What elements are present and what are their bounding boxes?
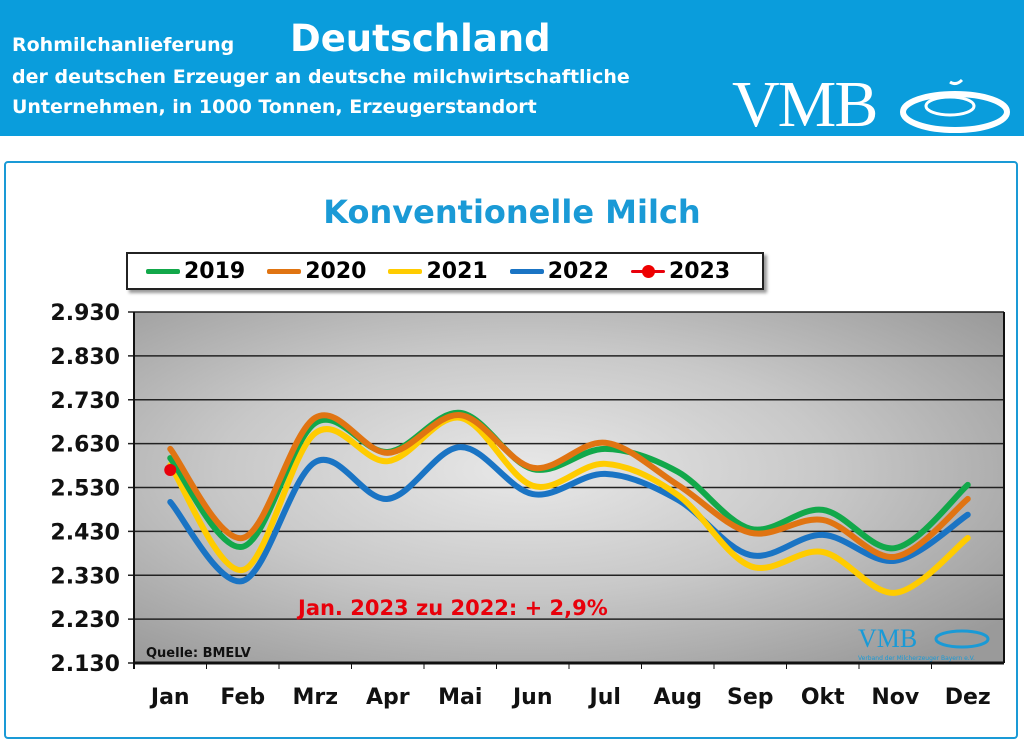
data-point-2023: [164, 463, 177, 476]
legend-swatch: [630, 264, 665, 278]
legend: 2019 2020 2021 2022 2023: [126, 252, 764, 290]
legend-item-2019: 2019: [146, 259, 245, 284]
legend-item-2022: 2022: [509, 258, 609, 284]
header-line2: der deutschen Erzeuger an deutsche milch…: [12, 66, 630, 88]
source-label: Quelle: BMELV: [146, 646, 251, 661]
chart-title: Konventionelle Milch: [323, 193, 701, 231]
legend-swatch: [388, 268, 423, 274]
y-tick-label: 2.830: [50, 345, 120, 370]
legend-swatch: [267, 268, 302, 274]
x-tick-label: Jan: [149, 685, 190, 710]
legend-item-2021: 2021: [388, 258, 488, 284]
x-tick-label: Nov: [871, 685, 920, 710]
x-tick-label: Feb: [220, 685, 265, 710]
x-tick-label: Jul: [588, 685, 621, 710]
series-line-2021: [167, 414, 971, 596]
y-tick-label: 2.330: [50, 564, 120, 589]
legend-label: 2023: [668, 258, 731, 284]
x-tick-label: Mai: [438, 685, 482, 710]
legend-swatch: [146, 268, 180, 274]
x-tick-label: Sep: [727, 685, 774, 710]
vmb-logo: VMB: [732, 68, 878, 141]
x-tick-label: Dez: [945, 685, 991, 710]
y-tick-label: 2.430: [50, 520, 120, 545]
series-line-2020: [167, 412, 971, 560]
x-tick-label: Apr: [366, 685, 410, 710]
y-tick-label: 2.630: [50, 433, 120, 458]
chart-frame: [4, 161, 1018, 739]
header-line3: Unternehmen, in 1000 Tonnen, Erzeugersta…: [12, 96, 537, 118]
x-tick-label: Okt: [801, 685, 845, 710]
y-tick-label: 2.130: [50, 652, 120, 677]
header-country: Deutschland: [290, 17, 551, 60]
y-tick-label: 2.230: [50, 608, 120, 633]
x-tick-label: Jun: [511, 685, 553, 710]
watermark-logo: VMB: [858, 624, 917, 653]
legend-swatch: [509, 268, 544, 274]
y-tick-label: 2.930: [50, 301, 120, 326]
legend-item-2023: 2023: [630, 258, 731, 284]
legend-label: 2021: [426, 258, 488, 284]
legend-label: 2020: [305, 258, 367, 284]
x-tick-label: Aug: [654, 685, 702, 710]
watermark-swirl-icon: [934, 629, 990, 649]
legend-item-2020: 2020: [267, 259, 366, 284]
x-tick-label: Mrz: [292, 685, 338, 710]
series-line-2022: [167, 444, 971, 585]
legend-label: 2019: [184, 258, 246, 284]
vmb-logo-swirl-icon: [900, 78, 1010, 133]
annotation: Jan. 2023 zu 2022: + 2,9%: [296, 596, 608, 620]
y-tick-label: 2.730: [50, 389, 120, 414]
watermark-subtitle: Verband der Milcherzeuger Bayern e.V.: [858, 655, 975, 662]
legend-label: 2022: [547, 258, 609, 284]
y-tick-label: 2.530: [50, 477, 120, 502]
header-line1: Rohmilchanlieferung: [12, 34, 235, 56]
header-banner: Rohmilchanlieferung Deutschland der deut…: [0, 0, 1024, 141]
